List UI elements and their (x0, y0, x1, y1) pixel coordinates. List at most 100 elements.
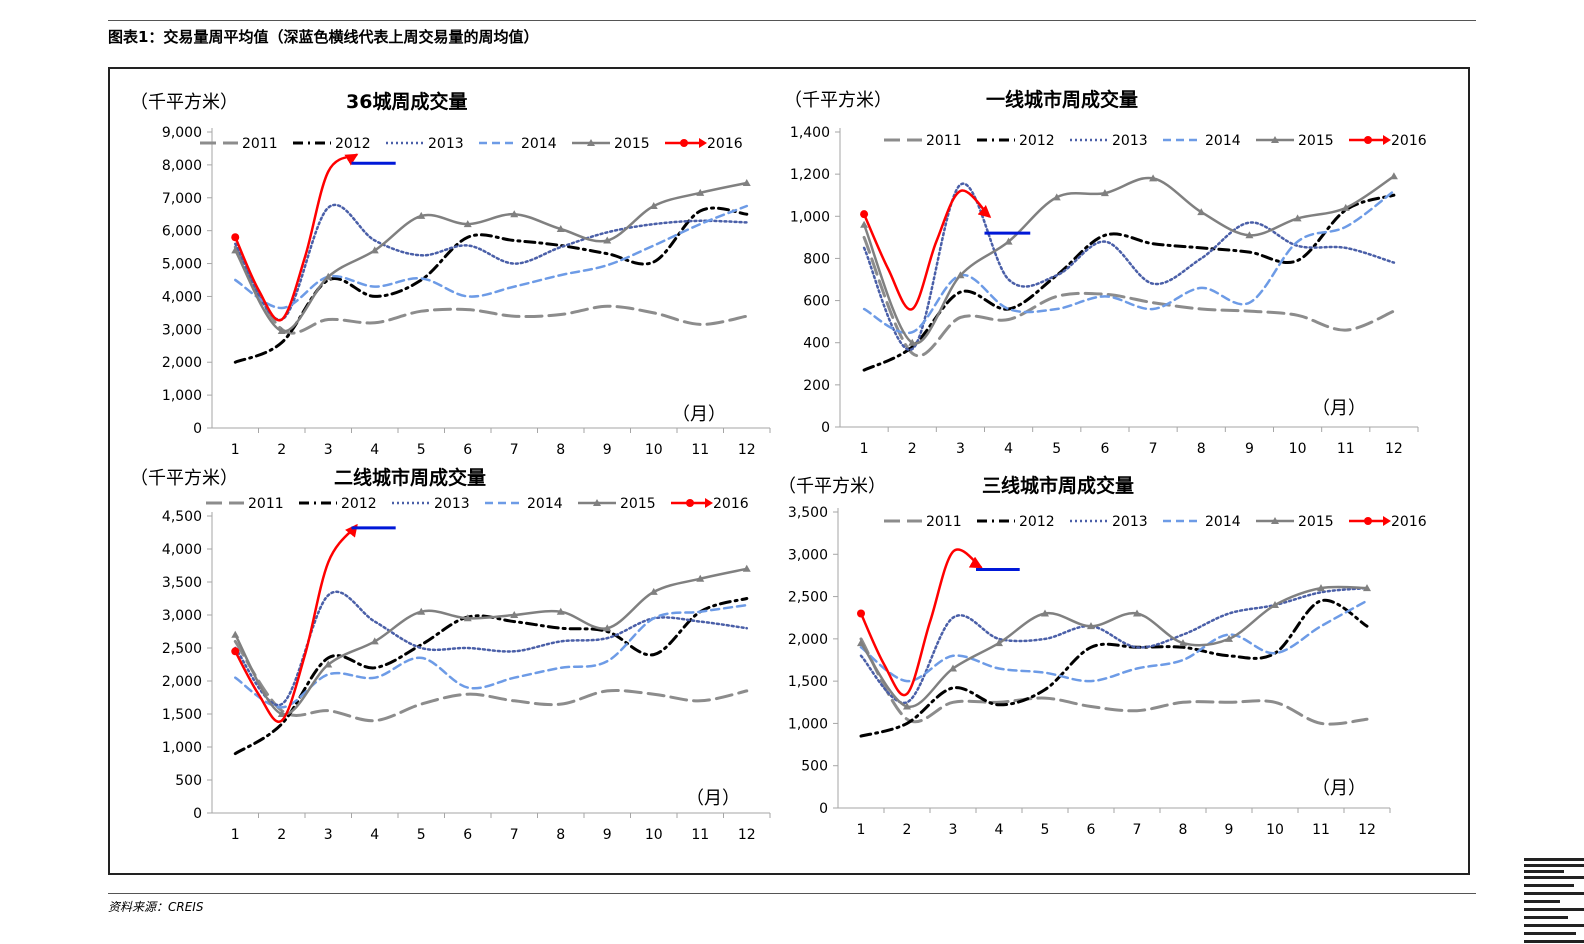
y-tick-label: 800 (803, 251, 830, 267)
series-marker-2015 (417, 607, 426, 615)
x-tick-label: 2 (903, 822, 912, 838)
source-note: 资料来源：CREIS (108, 900, 204, 914)
qr-code-icon (1524, 858, 1584, 944)
x-tick-label: 11 (1337, 441, 1355, 457)
series-marker-2015 (949, 664, 957, 672)
x-tick-label: 8 (1179, 822, 1188, 838)
legend-label-2012: 2012 (1019, 133, 1055, 149)
series-marker-2015 (649, 202, 658, 209)
series-marker-2015 (1293, 214, 1302, 222)
series-marker-2015 (1363, 584, 1371, 592)
series-line-2011 (862, 235, 1396, 358)
series-marker-2015 (857, 639, 865, 647)
series-marker-2015 (1225, 634, 1233, 642)
y-tick-label: 2,500 (788, 590, 828, 606)
legend-label-2015: 2015 (1298, 133, 1334, 149)
legend-arrow-2016 (1383, 516, 1391, 526)
series-marker-2015 (860, 220, 869, 228)
legend-label-2012: 2012 (1019, 514, 1055, 530)
y-tick-label: 9,000 (162, 125, 202, 141)
y-tick-label: 3,000 (162, 322, 202, 338)
x-tick-label: 4 (995, 822, 1004, 838)
y-tick-label: 4,000 (162, 542, 202, 558)
legend-label-2012: 2012 (341, 496, 377, 512)
legend-label-2014: 2014 (527, 496, 563, 512)
series-marker-2015 (742, 564, 751, 572)
series-marker-2015 (463, 220, 472, 228)
x-tick-label: 6 (1087, 822, 1096, 838)
x-tick-label: 10 (645, 442, 663, 458)
series-marker-2015 (908, 338, 917, 346)
x-tick-label: 3 (324, 827, 333, 843)
legend-marker-2015 (587, 139, 595, 146)
legend-marker-2015 (1271, 136, 1279, 143)
series-marker-2015 (1389, 172, 1398, 180)
series-marker-2015 (277, 710, 286, 717)
y-tick-label: 2,500 (162, 641, 202, 657)
series-marker-2015 (417, 211, 426, 219)
series-line-2016 (234, 523, 358, 724)
series-marker-2015 (903, 702, 911, 710)
series-marker-2016 (860, 210, 869, 219)
y-tick-label: 3,000 (788, 547, 828, 563)
y-tick-label: 200 (803, 378, 830, 394)
series-marker-2015 (231, 630, 240, 638)
x-tick-label: 9 (603, 442, 612, 458)
series-marker-2015 (324, 272, 333, 280)
series-line-2015 (862, 175, 1396, 345)
x-tick-label: 5 (417, 827, 426, 843)
legend-label-2013: 2013 (428, 136, 464, 152)
y-tick-label: 4,000 (162, 289, 202, 305)
series-marker-2015 (1133, 609, 1141, 617)
x-tick-label: 5 (1041, 822, 1050, 838)
x-tick-label: 1 (860, 441, 869, 457)
legend-arrow-2016 (1383, 135, 1391, 145)
x-tick-label: 6 (1100, 441, 1109, 457)
series-marker-2015 (1245, 231, 1254, 239)
y-tick-label: 1,000 (162, 740, 202, 756)
legend-label-2016: 2016 (707, 136, 743, 152)
legend-label-2013: 2013 (434, 496, 470, 512)
y-tick-label: 0 (193, 806, 202, 822)
legend-label-2011: 2011 (248, 496, 284, 512)
series-marker-2016 (231, 233, 240, 242)
series-marker-2015 (556, 607, 565, 615)
series-line-2014 (859, 599, 1369, 683)
x-tick-label: 7 (1133, 822, 1142, 838)
x-axis-unit-label: （月） (1312, 398, 1366, 419)
chart-title: 三线城市周成交量 (982, 474, 1134, 497)
x-tick-label: 4 (1004, 441, 1013, 457)
y-tick-label: 400 (803, 336, 830, 352)
x-tick-label: 10 (645, 827, 663, 843)
x-tick-label: 11 (691, 827, 709, 843)
series-marker-2015 (1004, 237, 1013, 245)
chart-title: 一线城市周成交量 (986, 88, 1138, 111)
y-tick-label: 500 (801, 759, 828, 775)
series-line-2014 (234, 603, 749, 709)
x-tick-label: 4 (370, 827, 379, 843)
legend-label-2016: 2016 (1391, 133, 1427, 149)
x-tick-label: 7 (510, 827, 519, 843)
x-tick-label: 2 (277, 827, 286, 843)
legend-marker-2016 (686, 499, 694, 507)
x-tick-label: 7 (1149, 441, 1158, 457)
x-tick-label: 1 (231, 827, 240, 843)
series-marker-2015 (995, 639, 1003, 647)
series-marker-2015 (556, 225, 565, 233)
y-tick-label: 3,000 (162, 608, 202, 624)
legend-marker-2016 (680, 139, 688, 147)
y-axis-unit-label: （千平方米） (778, 476, 886, 497)
y-tick-label: 0 (819, 801, 828, 817)
y-tick-label: 2,000 (162, 674, 202, 690)
legend-label-2011: 2011 (926, 514, 962, 530)
legend-label-2011: 2011 (242, 136, 278, 152)
legend-label-2013: 2013 (1112, 133, 1148, 149)
chart-title: 二线城市周成交量 (334, 466, 486, 489)
x-tick-label: 3 (956, 441, 965, 457)
x-tick-label: 11 (1312, 822, 1330, 838)
series-marker-2015 (1317, 584, 1325, 592)
legend-marker-2016 (1364, 136, 1372, 144)
chart-36-cities: 36城周成交量 （千平方米） （月） 0 1,000 2,000 3,000 4,000 5,0… (130, 90, 771, 458)
y-axis-unit-label: （千平方米） (130, 92, 238, 113)
series-marker-2015 (324, 660, 333, 668)
